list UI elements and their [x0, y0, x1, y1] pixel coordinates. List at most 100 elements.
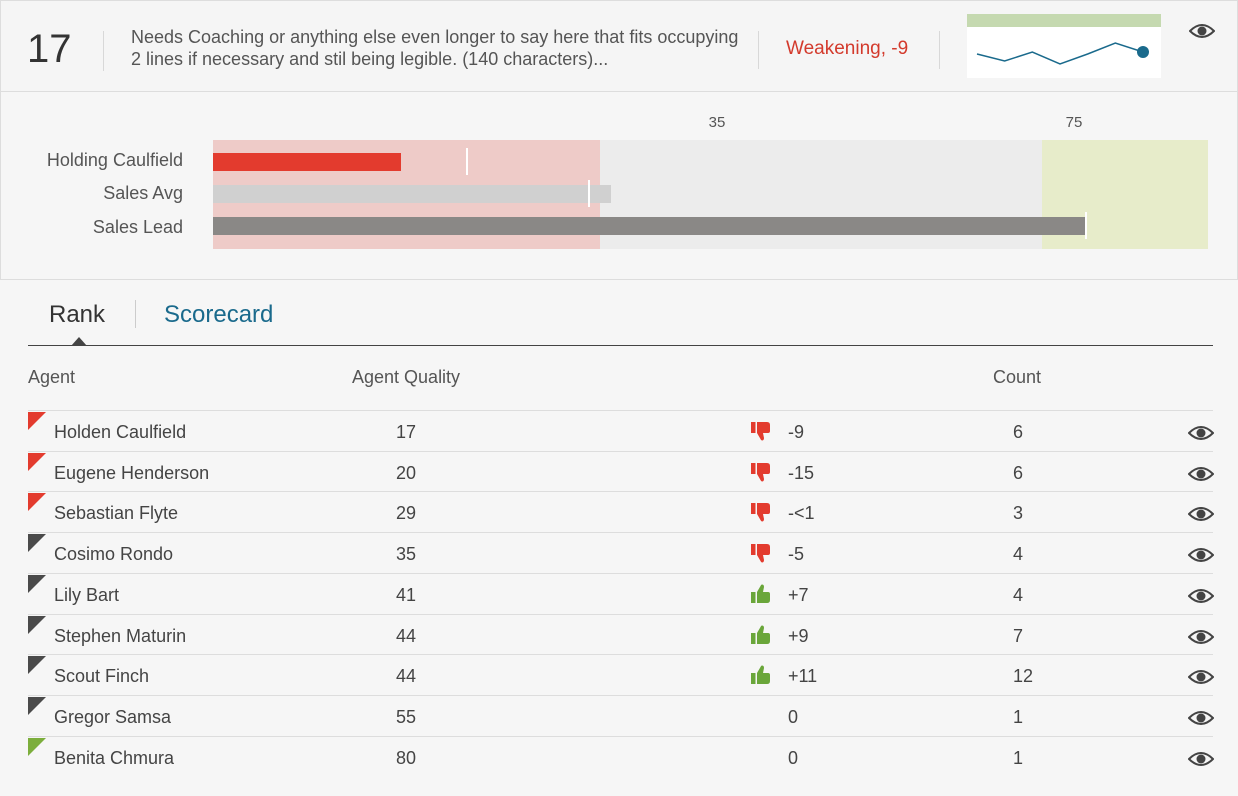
coaching-description: Needs Coaching or anything else even lon…	[131, 27, 739, 69]
table-row[interactable]: Stephen Maturin 44 +9 7	[28, 613, 1215, 655]
quality-change: -15	[788, 462, 815, 483]
bullet-plot-area	[213, 140, 1208, 249]
sparkline-line	[976, 42, 1144, 65]
agent-quality: 41	[396, 584, 417, 605]
agent-name[interactable]: Lily Bart	[54, 584, 120, 605]
eye-icon[interactable]	[1187, 667, 1215, 692]
thumbs-down-icon	[750, 462, 772, 487]
thumbs-down-icon	[750, 502, 772, 527]
tab-rank[interactable]: Rank	[49, 301, 106, 328]
evaluation-count: 4	[1013, 584, 1024, 605]
evaluation-count: 6	[1013, 422, 1024, 442]
tick-label: 35	[708, 114, 726, 131]
bullet-label: Sales Lead	[92, 217, 183, 237]
eye-icon[interactable]	[1187, 627, 1215, 652]
status-flag-icon	[28, 412, 46, 430]
quality-change: +9	[788, 625, 809, 646]
column-header-quality[interactable]: Agent Quality	[352, 367, 461, 387]
thumbs-up-icon	[750, 665, 772, 690]
eye-icon[interactable]	[1187, 423, 1215, 448]
bullet-label: Sales Avg	[103, 183, 183, 203]
trend-status: Weakening, -9	[786, 38, 909, 59]
agent-quality: 44	[396, 666, 417, 687]
agent-name[interactable]: Holden Caulfield	[54, 422, 187, 442]
eye-icon[interactable]	[1187, 464, 1215, 489]
agent-quality: 35	[396, 544, 417, 565]
thumbs-up-icon	[750, 625, 772, 650]
quality-change: 0	[788, 706, 799, 727]
quality-change: +7	[788, 584, 809, 605]
status-flag-icon	[28, 737, 46, 756]
column-header-count[interactable]: Count	[993, 367, 1042, 387]
bullet-target-marker	[1085, 212, 1088, 239]
quality-score: 17	[27, 27, 72, 71]
eye-icon[interactable]	[1187, 749, 1215, 774]
bullet-bar	[213, 217, 1087, 235]
status-flag-icon	[28, 534, 46, 553]
agent-name[interactable]: Sebastian Flyte	[54, 503, 179, 524]
evaluation-count: 4	[1013, 544, 1024, 565]
eye-icon[interactable]	[1187, 586, 1215, 611]
evaluation-count: 3	[1013, 503, 1024, 524]
tab-divider	[135, 300, 136, 328]
agent-quality: 20	[396, 462, 417, 483]
agent-quality: 44	[396, 625, 417, 646]
quality-change: 0	[788, 747, 799, 768]
agent-name[interactable]: Gregor Samsa	[54, 706, 172, 727]
evaluation-count: 6	[1013, 462, 1024, 483]
eye-icon[interactable]	[1188, 21, 1216, 46]
agent-name[interactable]: Stephen Maturin	[54, 625, 187, 646]
column-header-agent[interactable]: Agent	[28, 367, 76, 387]
table-row[interactable]: Holden Caulfield 17 -9 6	[28, 410, 1215, 451]
sparkline	[967, 14, 1161, 78]
table-row[interactable]: Eugene Henderson 20 -15 6	[28, 450, 1215, 492]
agent-name[interactable]: Cosimo Rondo	[54, 544, 174, 565]
sparkline-target-band	[967, 14, 1161, 27]
evaluation-count: 1	[1013, 706, 1024, 727]
status-flag-icon	[28, 574, 46, 593]
bullet-target-marker	[587, 180, 590, 207]
quality-change: -<1	[788, 503, 815, 524]
evaluation-count: 1	[1013, 747, 1024, 768]
header-divider	[758, 31, 759, 69]
evaluation-count: 7	[1013, 625, 1024, 646]
table-row[interactable]: Scout Finch 44 +11 12	[28, 654, 1215, 695]
bullet-bar	[213, 185, 611, 203]
thumbs-down-icon	[750, 543, 772, 568]
tab-scorecard[interactable]: Scorecard	[164, 301, 274, 328]
header-divider	[103, 31, 104, 71]
status-flag-icon	[28, 493, 46, 512]
agent-name[interactable]: Scout Finch	[54, 666, 150, 687]
table-row[interactable]: Sebastian Flyte 29 -<1 3	[28, 491, 1215, 532]
bullet-target-marker	[466, 148, 469, 175]
sparkline-end-point	[1137, 46, 1149, 58]
thumbs-down-icon	[750, 421, 772, 446]
eye-icon[interactable]	[1187, 504, 1215, 529]
table-row[interactable]: Lily Bart 41 +7 4	[28, 572, 1215, 614]
agent-name[interactable]: Eugene Henderson	[54, 462, 210, 483]
agent-quality: 29	[396, 503, 417, 524]
header-divider	[939, 31, 940, 69]
header-bar: 17 Needs Coaching or anything else even …	[0, 0, 1238, 92]
agent-name[interactable]: Benita Chmura	[54, 747, 175, 768]
bullet-bar	[213, 153, 401, 171]
eye-icon[interactable]	[1187, 708, 1215, 733]
table-row[interactable]: Cosimo Rondo 35 -5 4	[28, 532, 1215, 573]
quality-change: +11	[788, 666, 818, 687]
agent-quality: 80	[396, 747, 417, 768]
active-tab-caret	[71, 337, 87, 346]
sparkline-chart	[976, 42, 1149, 65]
table-row[interactable]: Gregor Samsa 55 0 1	[28, 694, 1215, 736]
table-row[interactable]: Benita Chmura 80 0 1	[28, 735, 1215, 777]
bullet-chart: 35 75 Holding Caulfield Sales Avg Sales …	[0, 92, 1238, 280]
agent-quality: 55	[396, 706, 417, 727]
tab-bar: Rank Scorecard	[28, 290, 1213, 346]
status-flag-icon	[28, 656, 46, 675]
status-flag-icon	[28, 452, 46, 471]
status-flag-icon	[28, 696, 46, 715]
quality-change: -9	[788, 422, 805, 442]
eye-icon[interactable]	[1187, 545, 1215, 570]
evaluation-count: 12	[1013, 666, 1034, 687]
quality-change: -5	[788, 544, 805, 565]
status-flag-icon	[28, 615, 46, 634]
